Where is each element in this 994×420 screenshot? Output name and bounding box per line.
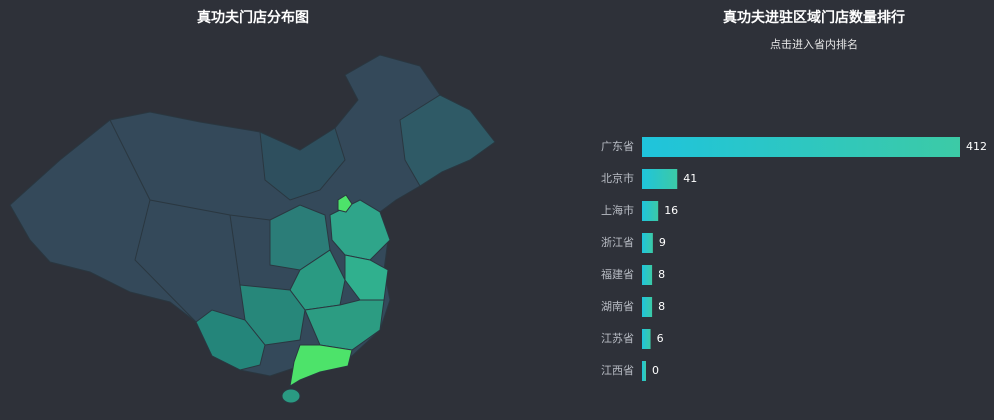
category-label[interactable]: 上海市 [601, 203, 634, 217]
province[interactable] [289, 344, 353, 387]
value-label: 412 [966, 140, 987, 153]
map-title: 真功夫门店分布图 [197, 9, 309, 26]
province[interactable] [195, 309, 266, 371]
category-label[interactable]: 北京市 [601, 171, 634, 185]
bar-title: 真功夫进驻区域门店数量排行 [723, 9, 905, 26]
bar[interactable] [642, 329, 651, 349]
category-label[interactable]: 江苏省 [601, 332, 634, 345]
bar[interactable] [642, 169, 678, 189]
category-label[interactable]: 浙江省 [601, 236, 634, 249]
value-label: 8 [658, 300, 665, 313]
bar[interactable] [642, 233, 653, 253]
category-label[interactable]: 福建省 [601, 267, 634, 281]
value-label: 9 [659, 236, 666, 249]
bar[interactable] [642, 265, 653, 285]
bar-chart: 广东省 412 北京市 41 上海市 16 浙江省 9 福建省 8 湖南省 8 江苏省 6 江西省 0 [601, 137, 987, 381]
category-label[interactable]: 湖南省 [601, 300, 634, 313]
bar-subtitle: 点击进入省内排名 [770, 37, 858, 51]
value-label: 8 [658, 268, 665, 281]
border [134, 199, 197, 323]
value-label: 0 [652, 364, 659, 377]
province[interactable] [399, 94, 496, 187]
category-label[interactable]: 广东省 [601, 140, 634, 153]
province[interactable] [259, 127, 346, 201]
border [229, 214, 241, 286]
bar[interactable] [642, 201, 659, 221]
bar[interactable] [642, 297, 653, 317]
value-label: 41 [683, 172, 697, 185]
border [109, 119, 271, 221]
province[interactable] [337, 194, 353, 213]
category-label[interactable]: 江西省 [601, 364, 634, 377]
province[interactable] [329, 199, 391, 261]
bar[interactable] [642, 137, 960, 157]
province[interactable] [281, 388, 301, 404]
china-map [9, 54, 496, 404]
value-label: 6 [657, 332, 664, 345]
value-label: 16 [664, 204, 678, 217]
bar[interactable] [642, 361, 646, 381]
